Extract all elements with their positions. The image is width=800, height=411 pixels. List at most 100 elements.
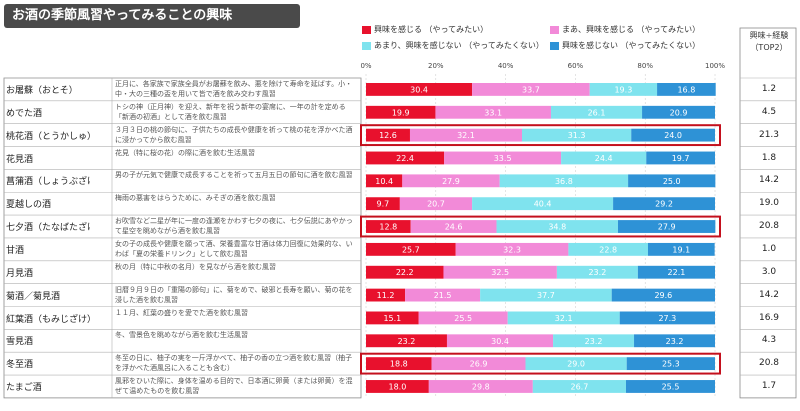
bar-segment xyxy=(657,83,716,96)
legend-swatch xyxy=(550,25,559,34)
row-description: ３月３日の桃の節句に、子供たちの成長や健康を祈って桃の花を浮かべた酒に浸かってか… xyxy=(115,125,353,144)
bar-value-label: 11.2 xyxy=(377,291,395,300)
bar-value-label: 34.8 xyxy=(548,223,566,232)
bar-segment xyxy=(561,151,647,165)
bar-value-label: 26.9 xyxy=(470,360,488,369)
row-top2-value: 1.0 xyxy=(761,243,777,254)
bar-segment xyxy=(366,128,410,142)
bar-segment xyxy=(405,288,481,302)
row-category-label: 桃花酒（とうかしゅ） xyxy=(6,131,90,142)
x-tick-label: 60% xyxy=(567,62,584,70)
bar-segment xyxy=(646,151,715,165)
legend-item-not-very-interested: あまり、興味を感じない （やってみたくない） xyxy=(362,40,544,52)
bar-value-label: 23.2 xyxy=(666,337,684,346)
row-top2-value: 21.3 xyxy=(758,129,780,140)
row-category-label: めでた酒 xyxy=(6,108,43,119)
row-top2-value: 20.8 xyxy=(758,221,780,232)
bar-value-label: 18.0 xyxy=(389,382,407,391)
bar-value-label: 24.0 xyxy=(664,131,682,140)
row-category-label: 七夕酒（たなばたざけ） xyxy=(6,223,90,234)
bar-segment xyxy=(455,242,569,256)
bar-value-label: 23.2 xyxy=(398,337,416,346)
bar-segment xyxy=(435,105,551,119)
x-tick-label: 20% xyxy=(428,62,444,70)
bar-value-label: 9.7 xyxy=(377,200,390,209)
bar-segment xyxy=(366,242,456,256)
bar-segment xyxy=(410,220,497,233)
top2-header-line1: 興味÷経験 xyxy=(749,31,789,40)
bar-value-label: 25.0 xyxy=(663,177,681,186)
x-tick-label: 0% xyxy=(360,62,372,70)
bar-segment xyxy=(628,174,716,188)
bar-value-label: 40.4 xyxy=(534,200,552,209)
legend-item-somewhat-interested: まあ、興味を感じる （やってみたい） xyxy=(550,24,700,36)
legend-item-interested: 興味を感じる （やってみたい） xyxy=(362,24,488,36)
bar-value-label: 32.1 xyxy=(457,131,475,140)
row-highlight-box xyxy=(360,124,721,147)
x-tick-label: 80% xyxy=(637,62,653,70)
bar-segment xyxy=(366,265,444,279)
chart-title: お酒の季節風習やってみることの興味 xyxy=(4,4,300,28)
legend-swatch xyxy=(362,25,371,34)
bar-segment xyxy=(480,288,612,302)
bar-value-label: 22.4 xyxy=(396,154,414,163)
bar-segment xyxy=(444,151,562,165)
row-top2-value: 1.7 xyxy=(761,381,777,392)
row-highlight-box xyxy=(360,215,721,238)
bar-value-label: 12.8 xyxy=(379,223,397,232)
row-category-label: 雪見酒 xyxy=(6,337,34,348)
row-top2-value: 3.0 xyxy=(761,266,777,277)
bar-value-label: 30.4 xyxy=(491,337,509,346)
bar-segment xyxy=(553,334,635,348)
legend: 興味を感じる （やってみたい） まあ、興味を感じる （やってみたい） あまり、興… xyxy=(362,18,732,56)
bar-value-label: 32.1 xyxy=(555,314,573,323)
bar-value-label: 30.4 xyxy=(410,85,428,94)
row-top2-value: 1.2 xyxy=(761,84,777,94)
bar-segment xyxy=(637,265,715,279)
row-top2-value: 4.3 xyxy=(761,335,777,346)
row-category-label: 紅葉酒（もみじざけ） xyxy=(6,314,90,325)
top2-header-line2: （TOP2） xyxy=(750,43,788,52)
legend-label: 興味を感じない （やってみたくない） xyxy=(562,41,701,50)
row-top2-value: 14.2 xyxy=(758,175,780,186)
bar-value-label: 25.5 xyxy=(454,314,472,323)
bar-value-label: 27.9 xyxy=(658,223,676,232)
bar-segment xyxy=(472,83,590,96)
legend-item-not-interested: 興味を感じない （やってみたくない） xyxy=(550,40,700,52)
bar-value-label: 23.2 xyxy=(588,268,606,277)
bar-segment xyxy=(626,357,715,371)
row-top2-value: 14.2 xyxy=(758,289,780,300)
row-top2-value: 1.8 xyxy=(761,152,777,163)
row-category-label: 月見酒 xyxy=(6,268,34,279)
row-description: 花見（特に桜の花）の際に酒を飲む生活風習 xyxy=(115,148,255,157)
legend-swatch xyxy=(550,41,559,50)
bar-value-label: 29.6 xyxy=(654,291,672,300)
bar-value-label: 20.7 xyxy=(427,200,445,209)
bar-segment xyxy=(507,311,620,325)
row-category-label: 冬至酒 xyxy=(6,360,34,371)
row-top2-value: 19.0 xyxy=(758,198,780,209)
bar-value-label: 22.2 xyxy=(396,268,414,277)
bar-segment xyxy=(472,197,614,211)
row-description: １１月、紅葉の盛りを愛でた酒を飲む風習 xyxy=(115,308,248,317)
bar-value-label: 33.1 xyxy=(484,108,502,117)
bar-segment xyxy=(399,197,473,211)
bar-value-label: 22.1 xyxy=(668,268,686,277)
bar-segment xyxy=(617,220,716,233)
bar-segment xyxy=(366,311,419,325)
bar-value-label: 25.3 xyxy=(662,360,680,369)
row-description: 冬、雪景色を眺めながら酒を飲む生活風習 xyxy=(115,331,248,340)
row-category-label: お屠蘇（おとそ） xyxy=(6,86,78,96)
bar-value-label: 33.5 xyxy=(494,154,512,163)
bar-value-label: 36.8 xyxy=(555,177,573,186)
bar-value-label: 22.8 xyxy=(599,245,617,254)
bar-segment xyxy=(619,311,715,325)
legend-label: まあ、興味を感じる （やってみたい） xyxy=(562,25,701,34)
bar-segment xyxy=(443,265,557,279)
row-description: お吹雪など二星が年に一度の逢瀬をかわす七夕の夜に、七夕伝説にあやかって星空を眺め… xyxy=(115,217,353,236)
row-category-label: 花見酒 xyxy=(6,154,34,165)
bar-segment xyxy=(366,357,432,371)
legend-label: あまり、興味を感じない （やってみたくない） xyxy=(374,41,544,50)
bar-value-label: 29.0 xyxy=(567,360,585,369)
